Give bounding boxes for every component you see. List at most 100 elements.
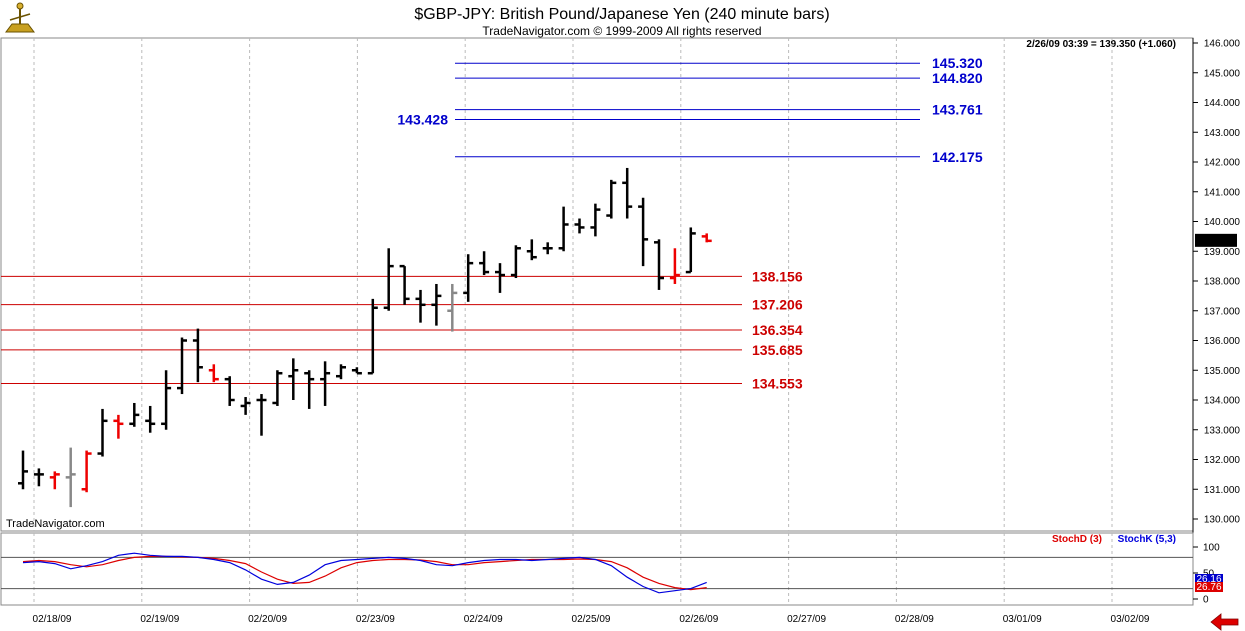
ohlc-bar [495, 263, 505, 293]
ohlc-bar [701, 233, 712, 243]
price-tick-label: 131.000 [1204, 485, 1241, 496]
copyright-text: TradeNavigator.com © 1999-2009 All right… [482, 24, 761, 38]
ohlc-bar [145, 405, 156, 433]
date-tick-label: 02/23/09 [356, 614, 395, 625]
ohlc-bar [65, 447, 76, 508]
level-label: 134.553 [752, 376, 803, 392]
ohlc-bars [18, 167, 712, 508]
date-tick-label: 02/26/09 [679, 614, 718, 625]
ohlc-bar [33, 468, 44, 487]
price-tick-label: 133.000 [1204, 425, 1241, 436]
watermark-text: TradeNavigator.com [6, 518, 105, 530]
ohlc-bar [558, 206, 569, 252]
ohlc-bar [304, 370, 315, 409]
ohlc-bar [542, 242, 553, 255]
ohlc-bar [81, 450, 92, 493]
scroll-left-arrow-icon[interactable] [1210, 613, 1239, 631]
ohlc-bar [113, 414, 124, 439]
ohlc-bar [288, 358, 299, 400]
level-label: 137.206 [752, 297, 803, 313]
stoch-d-last-label: 26.76 [1196, 582, 1221, 593]
stoch-k-line [22, 552, 707, 594]
ohlc-bar [336, 364, 346, 380]
date-tick-label: 02/25/09 [572, 614, 611, 625]
ohlc-bar [192, 328, 203, 383]
ohlc-bar [415, 289, 426, 323]
level-label: 138.156 [752, 268, 803, 284]
last-price-marker: 139.350 [1195, 233, 1237, 247]
price-tick-label: 145.000 [1204, 68, 1241, 79]
stoch-d-line [22, 555, 707, 591]
price-tick-label: 136.000 [1204, 336, 1241, 347]
date-axis-ticks: 02/18/09 02/19/09 02/20/09 02/23/09 02/24/09… [33, 614, 1150, 625]
ohlc-bar [18, 450, 28, 490]
price-tick-label: 138.000 [1204, 277, 1241, 288]
ohlc-bar [177, 337, 187, 395]
price-tick-label: 130.000 [1204, 515, 1241, 526]
price-tick-label: 139.000 [1204, 247, 1241, 258]
level-label: 142.175 [932, 149, 983, 165]
last-price-label: 139.350 [1198, 236, 1235, 247]
ohlc-bar [638, 197, 649, 267]
ohlc-bar [240, 397, 251, 415]
stoch-d-legend: StochD (3) [1052, 534, 1102, 545]
ohlc-bar [654, 239, 664, 290]
date-tick-label: 02/19/09 [140, 614, 179, 625]
price-tick-label: 140.000 [1204, 217, 1241, 228]
ohlc-bar [97, 408, 108, 457]
ohlc-bar [129, 402, 140, 427]
price-tick-label: 141.000 [1204, 187, 1241, 198]
ohlc-bar [685, 227, 696, 274]
sextant-logo-icon[interactable] [5, 2, 35, 33]
level-label: 143.761 [932, 102, 983, 118]
ohlc-bar [256, 394, 267, 436]
ohlc-bar [399, 264, 410, 305]
ohlc-bar [49, 471, 60, 490]
ohlc-bar [431, 283, 442, 326]
level-label: 143.428 [397, 112, 448, 128]
price-tick-label: 146.000 [1204, 39, 1241, 50]
ohlc-bar [224, 376, 235, 406]
price-tick-label: 143.000 [1204, 128, 1241, 139]
ohlc-bar [510, 245, 521, 279]
last-price-box [1195, 233, 1237, 247]
ohlc-bar [320, 361, 331, 406]
vertical-grid [33, 38, 1113, 605]
price-tick-label: 142.000 [1204, 158, 1241, 169]
date-tick-label: 03/01/09 [1003, 614, 1042, 625]
last-info-text: 2/26/09 03:39 = 139.350 (+1.060) [1026, 39, 1176, 50]
level-label: 135.685 [752, 342, 803, 358]
date-tick-label: 03/02/09 [1111, 614, 1150, 625]
ohlc-bar [367, 298, 378, 375]
price-tick-label: 137.000 [1204, 306, 1241, 317]
ohlc-bar [351, 367, 362, 375]
ohlc-bar [574, 218, 585, 234]
price-tick-label: 134.000 [1204, 396, 1241, 407]
stoch-d-last-box [1195, 582, 1223, 592]
price-axis-ticks: 130.000 131.000 132.000 133.000 134.000 135.0… [1193, 39, 1240, 526]
ohlc-bar [622, 167, 633, 219]
price-tick-label: 144.000 [1204, 98, 1241, 109]
price-panel-frame [0, 37, 1194, 532]
ohlc-bar [590, 203, 601, 237]
stoch-tick-label: 100 [1203, 543, 1220, 554]
ohlc-bar [161, 370, 172, 430]
stoch-k-last-box [1195, 574, 1223, 584]
ohlc-bar [447, 283, 458, 332]
ohlc-bar [272, 370, 283, 406]
ohlc-bar [463, 254, 474, 302]
level-label: 144.820 [932, 70, 983, 86]
date-tick-label: 02/18/09 [33, 614, 72, 625]
stoch-k-last-label: 26.16 [1196, 574, 1221, 585]
ohlc-bar [208, 364, 219, 383]
ohlc-bar [669, 248, 680, 284]
date-tick-label: 02/27/09 [787, 614, 826, 625]
stoch-tick-label: 0 [1203, 595, 1209, 606]
price-tick-label: 132.000 [1204, 455, 1241, 466]
ohlc-bar [479, 251, 490, 276]
date-tick-label: 02/24/09 [464, 614, 503, 625]
chart-title: $GBP-JPY: British Pound/Japanese Yen (24… [414, 6, 829, 23]
